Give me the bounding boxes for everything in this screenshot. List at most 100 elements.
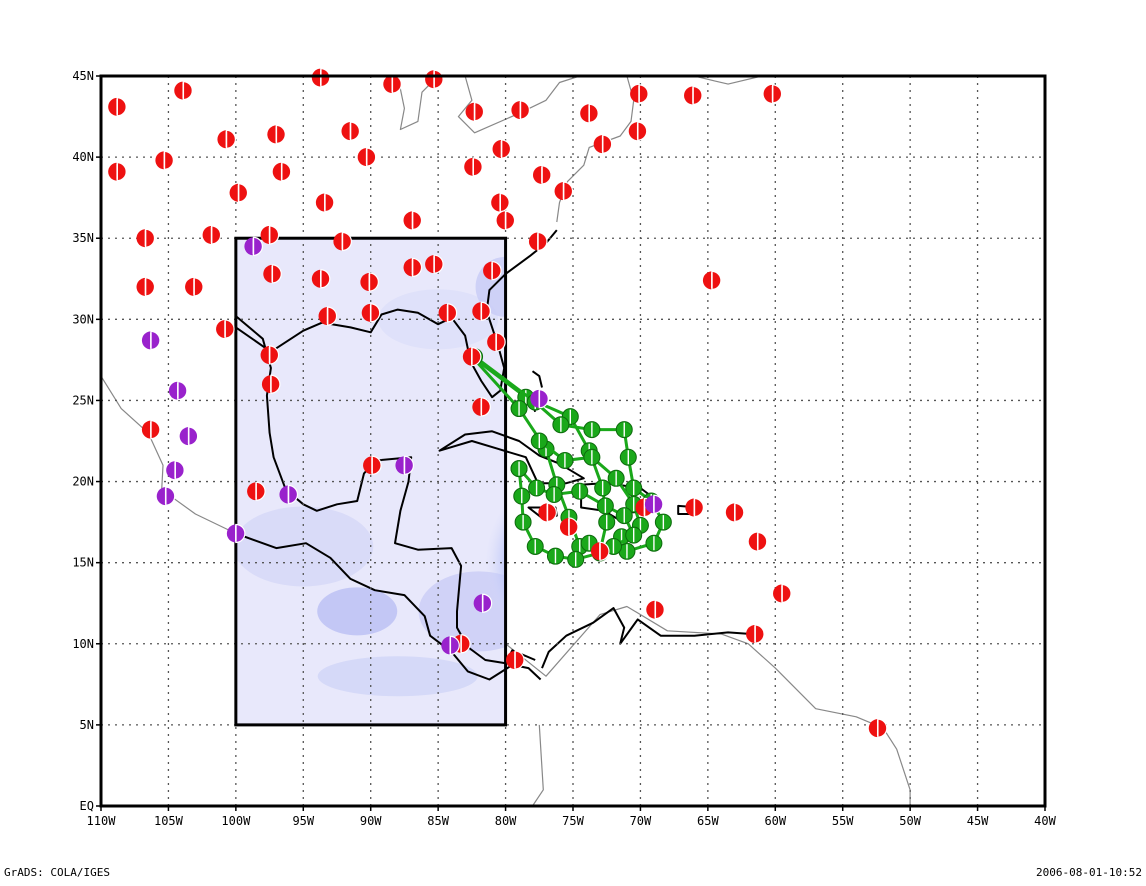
station-marker-red: [685, 497, 704, 518]
station-marker-red: [483, 261, 502, 281]
lon-tick-label: 65W: [697, 814, 719, 828]
lat-tick-label: 25N: [72, 393, 94, 407]
station-marker-red: [136, 277, 156, 297]
lon-tick-label: 50W: [899, 814, 921, 828]
station-marker-red: [202, 225, 222, 245]
station-marker-purple: [473, 593, 493, 613]
station-marker-red: [363, 455, 382, 475]
station-marker-red: [333, 231, 352, 252]
station-marker-red: [315, 192, 335, 213]
lon-tick-label: 110W: [87, 814, 117, 828]
lon-tick-label: 55W: [832, 814, 854, 828]
station-marker-red: [318, 306, 338, 326]
station-marker-purple: [168, 381, 188, 401]
lat-tick-label: 15N: [72, 556, 94, 570]
station-marker-red: [487, 332, 506, 352]
station-marker-red: [357, 147, 377, 167]
station-marker-purple: [279, 484, 299, 505]
station-marker-red: [185, 277, 204, 297]
station-marker-red: [263, 264, 282, 284]
station-marker-red: [174, 80, 193, 101]
station-marker-red: [472, 397, 491, 417]
station-marker-purple: [441, 635, 460, 656]
station-marker-red: [462, 347, 482, 367]
station-marker-red: [403, 210, 423, 230]
station-marker-red: [593, 134, 613, 154]
station-marker-purple: [395, 455, 415, 475]
station-marker-red: [272, 162, 292, 182]
station-marker-red: [217, 129, 237, 149]
station-marker-red: [506, 650, 525, 670]
station-marker-red: [247, 481, 266, 501]
lon-tick-label: 40W: [1034, 814, 1056, 828]
station-marker-red: [684, 85, 703, 106]
station-marker-red: [763, 84, 783, 104]
footer-timestamp: 2006-08-01-10:52: [1036, 866, 1142, 879]
lat-tick-label: 40N: [72, 150, 94, 164]
station-marker-purple: [156, 486, 176, 506]
lon-tick-label: 80W: [495, 814, 517, 828]
station-marker-purple: [530, 389, 549, 409]
station-marker-red: [538, 502, 557, 522]
lon-tick-label: 70W: [630, 814, 652, 828]
station-marker-red: [261, 374, 281, 394]
station-marker-red: [267, 124, 286, 145]
lon-tick-label: 90W: [360, 814, 382, 828]
lat-tick-label: 20N: [72, 475, 94, 489]
station-marker-red: [465, 102, 485, 122]
station-marker-red: [216, 319, 235, 339]
station-marker-red: [383, 74, 402, 94]
lat-tick-labels: EQ 5N 10N 15N 20N 25N 30N 35N 40N 45N: [72, 69, 101, 813]
lat-tick-label: 5N: [80, 718, 94, 732]
lon-tick-label: 105W: [154, 814, 184, 828]
station-marker-red: [559, 517, 579, 537]
lon-tick-labels: 110W 105W 100W 95W 90W 85W 80W 75W 70W 65W 60W 55W 5…: [87, 806, 1057, 828]
station-marker-red: [472, 301, 491, 321]
station-marker-red: [260, 345, 280, 365]
station-marker-red: [590, 541, 610, 561]
station-marker-red: [746, 624, 765, 644]
inner-domain-box: [234, 236, 508, 727]
station-marker-red: [702, 270, 722, 291]
lon-tick-label: 100W: [221, 814, 251, 828]
station-marker-red: [725, 502, 745, 522]
station-marker-red: [360, 272, 379, 292]
station-marker-red: [496, 210, 516, 230]
station-marker-red: [311, 68, 331, 88]
lat-tick-label: 35N: [72, 231, 94, 245]
lon-tick-label: 75W: [562, 814, 584, 828]
station-marker-red: [438, 303, 458, 323]
station-marker-red: [554, 181, 574, 201]
station-marker-red: [260, 225, 280, 245]
station-marker-red: [528, 231, 548, 252]
station-marker-red: [630, 84, 649, 104]
lon-tick-label: 95W: [292, 814, 314, 828]
station-marker-purple: [141, 330, 161, 351]
lon-tick-label: 85W: [427, 814, 449, 828]
station-marker-red: [580, 103, 599, 123]
station-marker-red: [341, 121, 361, 141]
station-marker-red: [229, 183, 249, 203]
footer-credit: GrADS: COLA/IGES: [4, 866, 110, 879]
lat-tick-label: 45N: [72, 69, 94, 83]
station-marker-red: [311, 269, 331, 289]
station-marker-purple: [179, 426, 199, 446]
lat-tick-label: 10N: [72, 637, 94, 651]
lat-tick-label: 30N: [72, 312, 94, 326]
station-marker-red: [425, 69, 444, 89]
lon-tick-label: 60W: [764, 814, 786, 828]
station-marker-red: [141, 420, 161, 440]
station-marker-red: [464, 157, 483, 177]
station-marker-red: [532, 165, 552, 185]
station-marker-red: [108, 97, 127, 117]
station-marker-purple: [644, 494, 664, 514]
station-marker-red: [403, 257, 423, 278]
station-marker-purple: [244, 236, 263, 256]
station-marker-red: [748, 531, 768, 552]
station-marker-red: [628, 121, 648, 141]
station-marker-red: [155, 150, 174, 170]
station-marker-red: [773, 583, 792, 604]
station-marker-red: [511, 100, 531, 120]
station-marker-red: [491, 192, 510, 213]
